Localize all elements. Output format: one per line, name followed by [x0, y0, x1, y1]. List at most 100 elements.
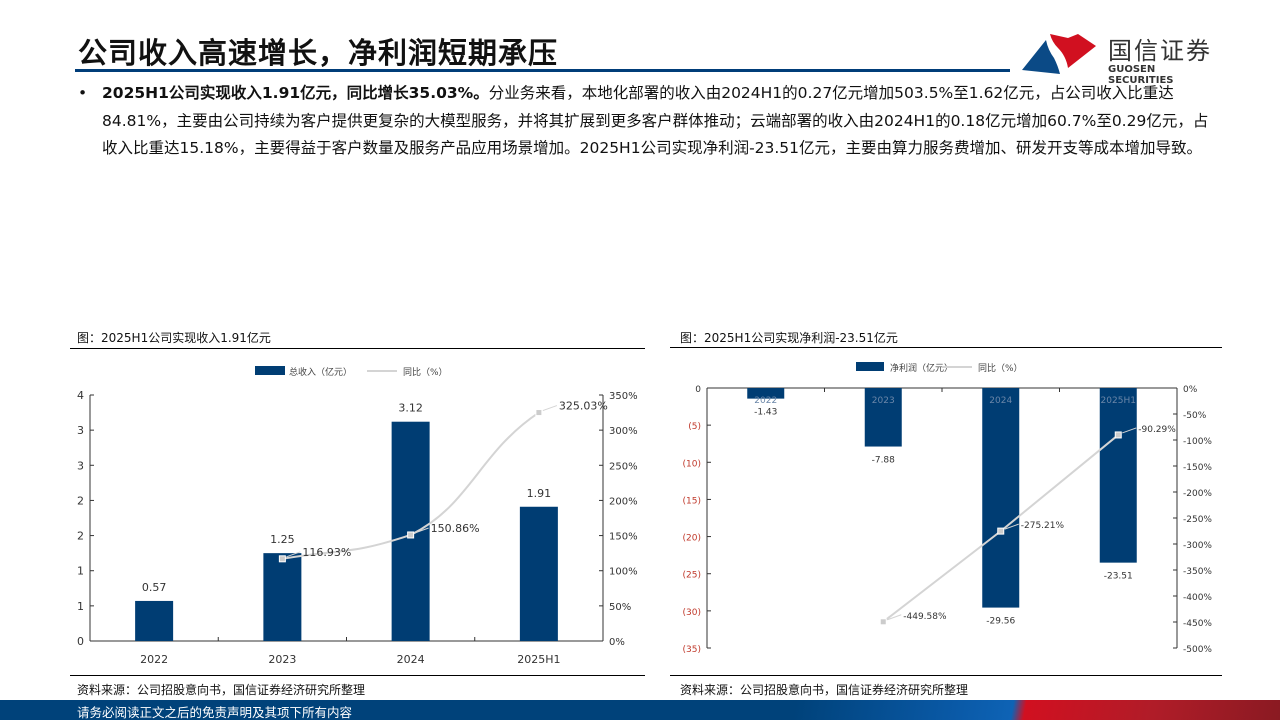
x-category-label: 2024 [397, 653, 425, 666]
y-tick-label: 1 [77, 600, 84, 613]
y2-tick-label: -150% [1183, 463, 1212, 473]
bar-value-label: -1.43 [754, 408, 777, 418]
x-category-label: 2024 [989, 396, 1012, 406]
x-category-label: 2025H1 [517, 653, 560, 666]
chart2-rule [670, 347, 1222, 348]
bar [263, 553, 302, 641]
growth-label: -449.58% [903, 612, 947, 622]
growth-point [278, 555, 286, 563]
chart1-source: 资料来源：公司招股意向书，国信证券经济研究所整理 [77, 683, 366, 697]
bar [519, 506, 558, 641]
y-tick-label: (15) [683, 496, 701, 506]
bar [135, 600, 174, 641]
chart2-bottom-rule [670, 675, 1222, 676]
legend-line-label: 同比（%） [978, 362, 1023, 374]
growth-label: 116.93% [302, 546, 351, 559]
y2-tick-label: -200% [1183, 489, 1212, 499]
growth-leader [286, 551, 301, 558]
growth-leader [414, 527, 429, 534]
growth-point [997, 527, 1005, 535]
guosen-logo: 国信证券 GUOSEN SECURITIES [1018, 28, 1218, 86]
x-category-label: 2022 [140, 653, 168, 666]
bar-value-label: 1.91 [527, 487, 552, 500]
bar [1099, 388, 1137, 563]
growth-label: 325.03% [559, 400, 608, 413]
legend-bar-swatch [255, 366, 285, 375]
y2-tick-label: 100% [609, 567, 638, 578]
bar-value-label: 0.57 [142, 581, 167, 594]
legend-bar-label: 净利润（亿元） [890, 362, 953, 374]
net-profit-chart: 净利润（亿元） 同比（%） 0 (5) (10) (15) (20) (25) (30) (35)… [683, 362, 1212, 655]
y-tick-label: (25) [683, 571, 701, 581]
bullet-marker: • [78, 84, 88, 102]
y2-tick-label: -450% [1183, 619, 1212, 629]
chart2-source: 资料来源：公司招股意向书，国信证券经济研究所整理 [680, 683, 969, 697]
y-tick-label: (35) [683, 645, 701, 655]
title-underline [75, 69, 1010, 72]
growth-label: -275.21% [1021, 521, 1065, 531]
y2-tick-label: 0% [1183, 385, 1198, 395]
chart1-rule [70, 348, 645, 349]
legend-line-label: 同比（%） [403, 366, 448, 378]
bar [747, 388, 785, 399]
growth-leader [887, 614, 902, 621]
y-tick-label: 1 [77, 565, 84, 578]
y-tick-label: (20) [683, 534, 701, 544]
growth-leader [542, 405, 558, 412]
y-tick-label: (10) [683, 459, 701, 469]
y2-tick-label: 250% [609, 461, 638, 472]
y2-tick-label: 300% [609, 426, 638, 437]
growth-leader [1004, 523, 1019, 530]
bar-value-label: 3.12 [398, 402, 423, 415]
y2-tick-label: -350% [1183, 567, 1212, 577]
x-category-label: 2023 [872, 396, 895, 406]
summary-bullet: • 2025H1公司实现收入1.91亿元，同比增长35.03%。分业务来看，本地… [78, 80, 1218, 163]
y-tick-label: 3 [77, 424, 84, 437]
bullet-highlight: 2025H1公司实现收入1.91亿元，同比增长35.03%。 [102, 84, 489, 102]
growth-point [535, 409, 543, 417]
y-tick-label: 4 [77, 389, 84, 402]
y-tick-label: 0 [77, 635, 84, 648]
bar [982, 388, 1020, 608]
chart1-bottom-rule [70, 675, 645, 676]
logo-text-cn: 国信证券 [1108, 37, 1212, 65]
y-tick-label: (5) [688, 422, 701, 432]
y-tick-label: (30) [683, 608, 701, 618]
y2-tick-label: -250% [1183, 515, 1212, 525]
footer-disclaimer: 请务必阅读正文之后的免责声明及其项下所有内容 [77, 705, 353, 720]
y2-tick-label: -400% [1183, 593, 1212, 603]
y-tick-label: 2 [77, 494, 84, 507]
chart2-title: 图：2025H1公司实现净利润-23.51亿元 [680, 331, 898, 345]
growth-label: 150.86% [431, 522, 480, 535]
y2-tick-label: -100% [1183, 437, 1212, 447]
y2-tick-label: -50% [1183, 411, 1207, 421]
bar-value-label: -7.88 [872, 456, 896, 466]
y2-tick-label: 200% [609, 496, 638, 507]
growth-label: -90.29% [1138, 425, 1176, 435]
x-category-label: 2025H1 [1101, 396, 1136, 406]
y-tick-label: 0 [695, 385, 701, 395]
y2-tick-label: 150% [609, 532, 638, 543]
growth-point [1114, 431, 1122, 439]
legend-bar-swatch [856, 362, 884, 371]
y2-tick-label: -300% [1183, 541, 1212, 551]
logo-mark-icon [1022, 34, 1096, 74]
bar-value-label: 1.25 [270, 533, 295, 546]
x-category-label: 2023 [268, 653, 296, 666]
y-tick-label: 3 [77, 459, 84, 472]
y2-tick-label: 350% [609, 391, 638, 402]
x-category-label: 2022 [754, 396, 777, 406]
growth-point [407, 531, 415, 539]
y2-tick-label: 0% [609, 637, 625, 648]
chart1-title: 图：2025H1公司实现收入1.91亿元 [77, 331, 271, 345]
bar [391, 421, 430, 641]
bullet-text: 分业务来看，本地化部署的收入由2024H1的0.27亿元增加503.5%至1.6… [102, 84, 1209, 157]
revenue-chart: 总收入（亿元） 同比（%） 0 1 1 2 2 3 3 4 0% 50% 100% 150% 200% 250… [77, 366, 638, 666]
y-tick-label: 2 [77, 530, 84, 543]
growth-point [879, 618, 887, 626]
y2-tick-label: 50% [609, 602, 631, 613]
bar [864, 388, 902, 447]
bar-value-label: -23.51 [1104, 572, 1133, 582]
y2-tick-label: -500% [1183, 645, 1212, 655]
legend-bar-label: 总收入（亿元） [289, 366, 352, 378]
